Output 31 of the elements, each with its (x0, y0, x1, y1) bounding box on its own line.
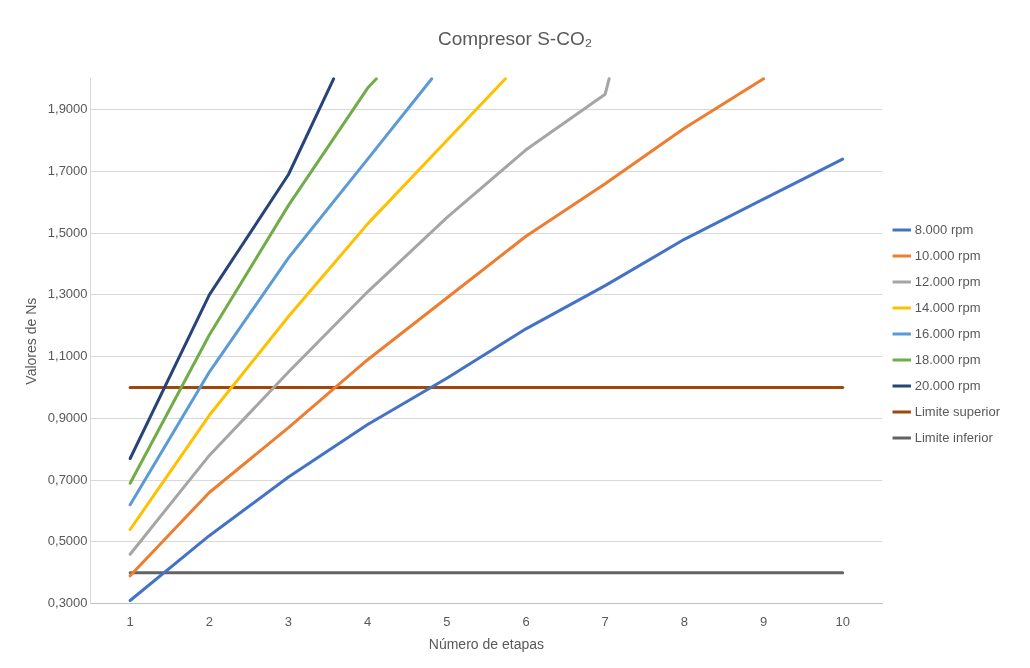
y-tick-label: 0,5000 (47, 533, 88, 549)
x-tick-label: 10 (835, 613, 850, 629)
y-tick-label: 1,3000 (47, 286, 88, 302)
legend-label: 14.000 rpm (914, 299, 981, 315)
x-tick-label: 4 (364, 613, 372, 629)
x-tick-label: 1 (126, 613, 134, 629)
y-axis-title: Valores de Ns (23, 297, 40, 385)
legend-label: 10.000 rpm (914, 247, 981, 263)
legend-label: Limite inferior (914, 429, 994, 445)
x-tick-label: 8 (680, 613, 688, 629)
x-tick-label: 6 (522, 613, 530, 629)
x-tick-label: 2 (205, 613, 213, 629)
x-tick-label: 7 (601, 613, 609, 629)
legend-label: 16.000 rpm (914, 325, 981, 341)
x-tick-label: 9 (759, 613, 768, 629)
y-tick-label: 0,9000 (47, 409, 88, 425)
y-tick-label: 1,7000 (47, 162, 88, 178)
chart-title: Compresor S-CO₂ (437, 27, 593, 49)
legend-label: 20.000 rpm (914, 377, 981, 393)
y-tick-label: 0,7000 (47, 471, 88, 487)
legend-label: Limite superior (914, 403, 1001, 419)
x-axis-title: Número de etapas (428, 636, 544, 653)
x-tick-label: 3 (284, 613, 293, 629)
y-tick-label: 1,1000 (47, 348, 88, 364)
legend-label: 8.000 rpm (914, 221, 974, 237)
legend-label: 18.000 rpm (914, 351, 981, 367)
y-tick-label: 0,3000 (47, 595, 88, 611)
y-tick-label: 1,9000 (47, 101, 88, 117)
x-tick-label: 5 (443, 613, 451, 629)
legend-label: 12.000 rpm (914, 273, 981, 289)
y-tick-label: 1,5000 (47, 224, 88, 240)
